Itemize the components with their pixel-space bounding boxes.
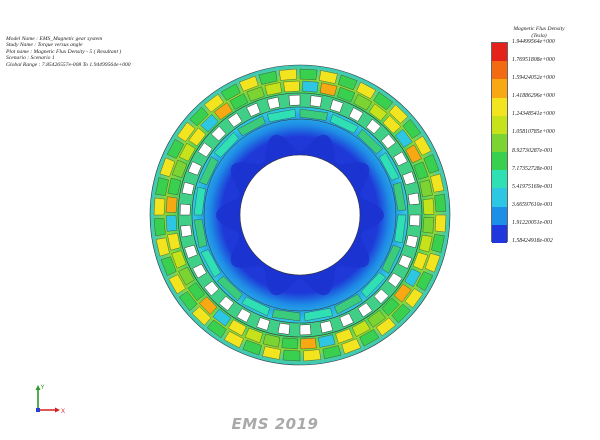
legend-tick-label: 8.92730287e-001 [512, 147, 553, 154]
legend-tick-label: 1.24348541e+000 [512, 111, 555, 118]
legend-title-line2: (Tesla) [531, 32, 547, 39]
legend-tick-label: 3.66597610e-001 [512, 202, 553, 209]
global-range: Global Range : 7.85426557e-008 To 1.9449… [6, 61, 131, 68]
legend-title-line1: Magnetic Flux Density [513, 26, 565, 32]
axis-y-label: Y [41, 385, 45, 391]
outer-magnets [153, 68, 447, 362]
legend-swatch [492, 224, 507, 243]
legend-title: Magnetic Flux Density (Tesla) [487, 26, 591, 39]
model-name: Model Name : EMS_Magnetic gear system [6, 36, 103, 42]
legend-swatch [492, 170, 507, 189]
axis-x-label: X [61, 409, 65, 415]
legend-tick-label: 5.41975169e-001 [512, 183, 553, 190]
inner-magnets [193, 108, 407, 322]
scenario-name: Scenario : Scenario 1 [6, 55, 55, 62]
legend-swatch [492, 61, 507, 80]
legend-tick-label: 1.58424918e-002 [512, 238, 553, 245]
legend-swatch [492, 79, 507, 98]
legend-color-bar [491, 42, 508, 243]
pole-piece-slots [179, 94, 421, 336]
legend-swatch [492, 97, 507, 116]
legend-swatch [492, 152, 507, 171]
study-name: Study Name : Torque versus angle [6, 42, 83, 49]
legend-swatch [492, 43, 507, 62]
legend-tick-label: 7.17352728e-001 [512, 165, 553, 172]
shaft-bore [239, 154, 361, 276]
model-info: Model Name : EMS_Magnetic gear system St… [6, 36, 131, 68]
legend-tick-label: 1.94499564e+000 [512, 38, 555, 45]
legend-tick-label: 1.59424052e+000 [512, 74, 555, 81]
legend-swatch [492, 133, 507, 153]
axis-triad-icon: Y X [35, 385, 65, 415]
legend-tick-label: 1.91220051e-001 [512, 220, 553, 227]
legend-tick-label: 1.76951808e+000 [512, 56, 555, 63]
plot-name: Plot name : Magnetic Flux Density - 5 ( … [6, 48, 122, 55]
legend-swatch [492, 188, 507, 207]
legend-swatch [492, 115, 507, 134]
legend-tick-label: 1.05810785e+000 [512, 129, 555, 136]
watermark: EMS 2019 [231, 415, 319, 433]
legend-tick-label: 1.41886296e+000 [512, 93, 555, 100]
legend-swatch [492, 206, 507, 225]
